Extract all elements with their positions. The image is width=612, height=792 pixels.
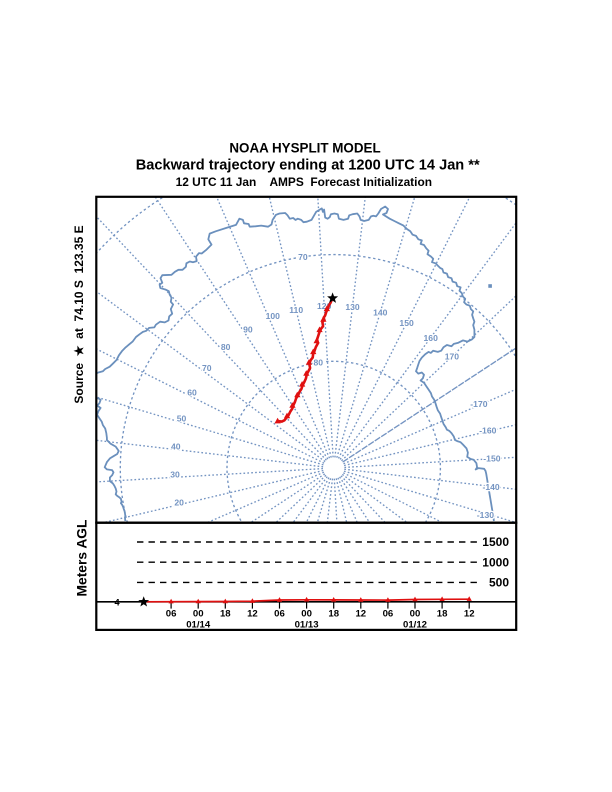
svg-text:-150: -150 <box>483 454 500 464</box>
svg-text:18: 18 <box>328 609 339 620</box>
svg-text:12: 12 <box>247 609 258 620</box>
svg-text:500: 500 <box>489 576 509 590</box>
svg-text:100: 100 <box>266 311 281 321</box>
svg-text:1000: 1000 <box>482 555 509 569</box>
svg-text:00: 00 <box>193 609 204 620</box>
svg-text:00: 00 <box>410 609 421 620</box>
svg-text:06: 06 <box>274 609 285 620</box>
svg-text:01/13: 01/13 <box>295 619 319 630</box>
svg-text:170: 170 <box>445 352 460 362</box>
svg-text:Meters AGL: Meters AGL <box>75 520 90 597</box>
svg-text:150: 150 <box>399 318 414 328</box>
svg-text:4: 4 <box>114 597 120 607</box>
svg-text:00: 00 <box>301 609 312 620</box>
svg-text:12 UTC 11 Jan AMPS Forecas: 12 UTC 11 Jan AMPS Forecast Initializati… <box>176 175 432 189</box>
svg-text:12: 12 <box>355 609 366 620</box>
svg-text:80: 80 <box>314 358 324 368</box>
svg-text:130: 130 <box>345 302 360 312</box>
svg-text:140: 140 <box>373 308 388 318</box>
svg-text:90: 90 <box>243 325 253 335</box>
svg-text:NOAA HYSPLIT MODEL: NOAA HYSPLIT MODEL <box>229 140 380 155</box>
svg-text:50: 50 <box>177 414 187 424</box>
svg-text:70: 70 <box>202 363 212 373</box>
svg-text:110: 110 <box>289 305 303 315</box>
svg-text:40: 40 <box>171 441 181 451</box>
svg-text:Source ★ at 74.10 S 123.35: Source ★ at 74.10 S 123.35 E <box>72 225 86 403</box>
svg-text:01/14: 01/14 <box>186 619 211 630</box>
svg-text:01/12: 01/12 <box>403 619 427 630</box>
svg-text:06: 06 <box>166 609 177 620</box>
svg-text:-170: -170 <box>470 399 487 409</box>
svg-text:1500: 1500 <box>482 535 509 549</box>
svg-text:160: 160 <box>424 333 439 343</box>
svg-text:20: 20 <box>174 498 184 508</box>
svg-text:-140: -140 <box>482 482 499 492</box>
svg-text:12: 12 <box>464 609 475 620</box>
svg-text:60: 60 <box>187 387 197 397</box>
svg-text:80: 80 <box>221 342 231 352</box>
svg-text:06: 06 <box>383 609 394 620</box>
svg-text:18: 18 <box>437 609 448 620</box>
svg-text:Backward trajectory ending at: Backward trajectory ending at 1200 UTC 1… <box>136 158 480 174</box>
svg-text:30: 30 <box>170 470 180 480</box>
svg-text:18: 18 <box>220 609 231 620</box>
svg-text:70: 70 <box>298 252 308 262</box>
svg-text:-130: -130 <box>477 510 494 520</box>
svg-text:-160: -160 <box>479 426 496 436</box>
